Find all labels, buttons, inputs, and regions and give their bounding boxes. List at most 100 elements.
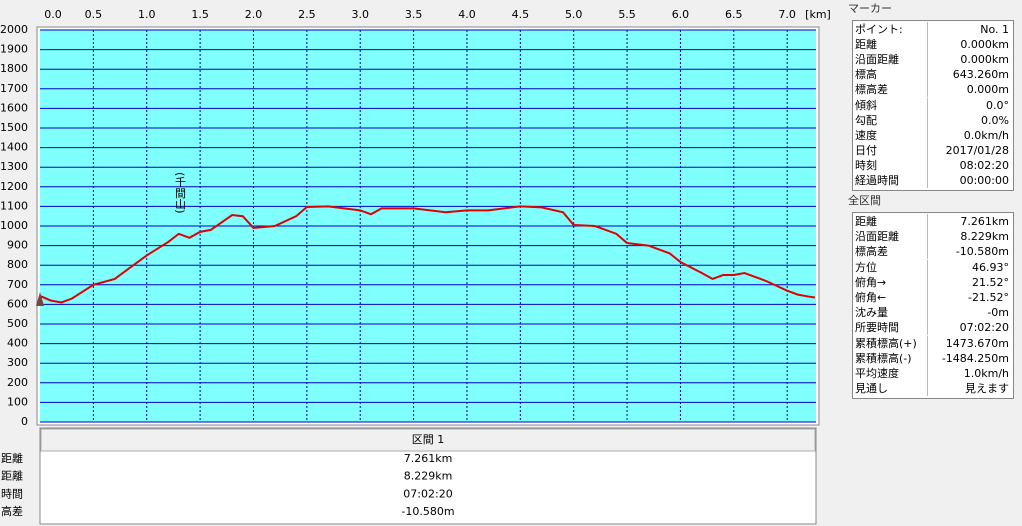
x-unit-label: [km] [805, 8, 831, 21]
x-tick-label: 0.0 [44, 8, 62, 21]
row-label: 日付 [855, 142, 928, 158]
row-value: 1473.670m [945, 336, 1009, 350]
y-tick-label: 300 [7, 356, 28, 369]
panel-title: マーカー [848, 2, 892, 15]
row-label: 標高差 [855, 82, 928, 98]
row-value: 46.93° [972, 260, 1009, 274]
row-value: 0.000km [960, 38, 1009, 52]
x-tick-label: 6.5 [725, 8, 743, 21]
row-value: 21.52° [972, 275, 1009, 289]
y-tick-label: 800 [7, 258, 28, 271]
row-label: 沈み量 [855, 305, 928, 321]
row-label: 標高 [855, 67, 928, 83]
row-value: 643.260m [952, 68, 1009, 82]
row-value: 07:02:20 [959, 321, 1009, 335]
row-value: 0.0° [986, 98, 1009, 112]
row-label: 時刻 [855, 157, 928, 173]
section-label: 距離 [1, 469, 23, 483]
x-tick-label: 4.0 [458, 8, 476, 21]
x-tick-label: 3.5 [405, 8, 423, 21]
x-tick-label: 0.5 [85, 8, 103, 21]
chart: 0 100 200 300 400 500 600 700 800 900 1000 1100 1200… [0, 8, 831, 525]
section-title: 区間 1 [412, 433, 445, 446]
row-label: 平均速度 [855, 366, 928, 381]
y-tick-label: 700 [7, 278, 28, 291]
row-label: 累積標高(+) [855, 335, 928, 351]
x-tick-label: 3.0 [351, 8, 369, 21]
y-tick-label: 1000 [0, 219, 28, 232]
row-value: 0.0% [981, 113, 1009, 127]
row-label: ポイント: [855, 22, 928, 37]
x-tick-label: 6.0 [672, 8, 690, 21]
section-value: 7.261km [404, 452, 453, 465]
row-value: -21.52° [968, 291, 1009, 304]
row-label: 距離 [855, 37, 928, 53]
x-tick-label: 1.0 [138, 8, 156, 21]
section-header [40, 428, 816, 452]
row-label: 速度 [855, 127, 928, 143]
x-tick-label: 5.0 [565, 8, 583, 21]
row-label: 勾配 [855, 112, 928, 128]
x-tick-label: 2.0 [245, 8, 263, 21]
row-value: 1.0km/h [963, 367, 1009, 380]
y-tick-label: 1200 [0, 180, 28, 193]
row-value: -0m [987, 306, 1009, 320]
row-label: 見通し [855, 381, 928, 397]
start-marker [36, 291, 44, 306]
section-value: -10.580m [401, 505, 454, 518]
row-value: 0.000km [960, 53, 1009, 67]
y-tick-label: 0 [21, 415, 28, 428]
x-tick-label: 7.0 [778, 8, 796, 21]
row-label: 距離 [855, 214, 928, 229]
row-label: 所要時間 [855, 320, 928, 336]
peak-annotation: (千間山) [174, 172, 187, 214]
row-value: 7.261km [960, 215, 1009, 228]
section-value: 8.229km [404, 470, 453, 483]
x-tick-label: 1.5 [191, 8, 209, 21]
row-label: 傾斜 [855, 97, 928, 113]
y-tick-label: 1800 [0, 62, 28, 75]
row-label: 標高差 [855, 244, 928, 260]
y-tick-label: 500 [7, 317, 28, 330]
row-value: 0.0km/h [963, 128, 1009, 142]
y-tick-label: 100 [7, 395, 28, 408]
row-value: 08:02:20 [959, 158, 1009, 172]
row-label: 沿面距離 [855, 229, 928, 245]
elevation-line [39, 205, 816, 304]
panel-table [852, 212, 1014, 400]
row-value: 8.229km [960, 230, 1009, 244]
section-value: 07:02:20 [403, 487, 452, 500]
y-tick-label: 1300 [0, 160, 28, 173]
section-label: 高差 [1, 504, 23, 518]
row-label: 経過時間 [855, 173, 928, 188]
section-label: 時間 [1, 487, 23, 500]
row-label: 俯角→ [855, 274, 928, 290]
y-tick-label: 1500 [0, 121, 28, 134]
row-label: 方位 [855, 259, 928, 275]
row-value: 00:00:00 [959, 174, 1009, 187]
y-tick-label: 1400 [0, 141, 28, 154]
row-value: No. 1 [980, 23, 1009, 36]
y-tick-label: 200 [7, 376, 28, 389]
row-value: 0.000m [966, 83, 1009, 97]
y-tick-label: 400 [7, 337, 28, 350]
y-tick-label: 2000 [0, 23, 28, 36]
y-tick-label: 900 [7, 239, 28, 252]
y-tick-label: 1900 [0, 43, 28, 56]
row-value: 見えます [965, 382, 1009, 396]
y-tick-label: 1700 [0, 82, 28, 95]
row-label: 累積標高(-) [855, 350, 928, 366]
panel-title: 全区間 [848, 194, 881, 207]
x-tick-label: 4.5 [512, 8, 530, 21]
row-value: -1484.250m [941, 351, 1009, 365]
row-value: -10.580m [955, 245, 1009, 259]
row-value: 2017/01/28 [945, 143, 1009, 157]
y-tick-label: 600 [7, 297, 28, 310]
row-label: 俯角← [855, 290, 928, 305]
x-tick-label: 2.5 [298, 8, 316, 21]
section-label: 距離 [1, 451, 23, 465]
x-tick-label: 5.5 [618, 8, 636, 21]
row-label: 沿面距離 [855, 52, 928, 68]
y-tick-label: 1100 [0, 199, 28, 212]
